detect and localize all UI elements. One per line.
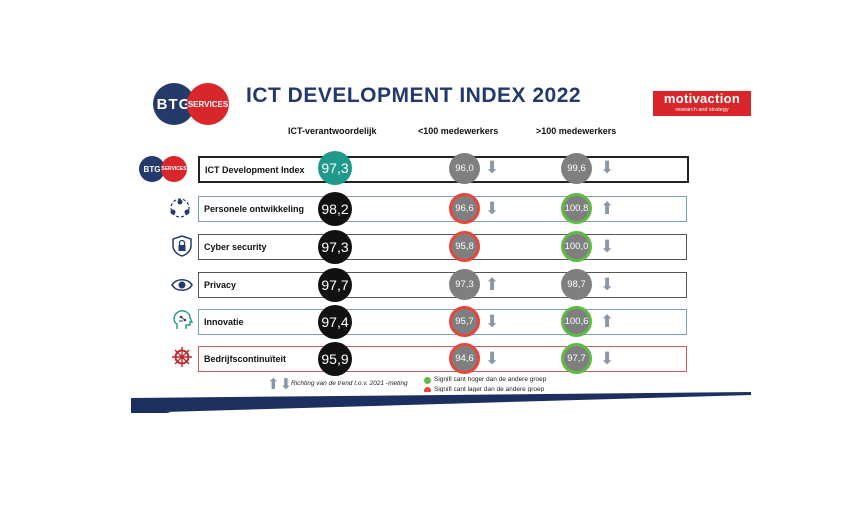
large-company-score: 97,7 xyxy=(561,343,592,374)
legend-higher: Signifi cant hoger dan de andere groep xyxy=(434,376,547,383)
row-label: ICT Development Index xyxy=(205,165,305,175)
main-score: 95,9 xyxy=(318,342,352,376)
row-label: Cyber security xyxy=(204,242,267,252)
large-company-score: 98,7 xyxy=(561,269,592,300)
table-row-ict-development-index: ICT Development Index xyxy=(198,156,689,183)
trend-down-icon: ⬇ xyxy=(600,237,615,256)
table-row-bedrijfscontinuiteit: Bedrijfscontinuïteit xyxy=(198,346,687,372)
table-row-cyber-security: Cyber security xyxy=(198,234,687,260)
eye-icon xyxy=(171,278,193,292)
column-header-large: >100 medewerkers xyxy=(536,126,617,136)
footer-band xyxy=(131,392,751,413)
row-label: Innovatie xyxy=(204,317,244,327)
services-logo-circle: SERVICES xyxy=(187,83,229,125)
legend-lower: Signifi cant lager dan de andere groep xyxy=(434,386,545,393)
main-score: 98,2 xyxy=(318,192,352,226)
trend-up-icon: ⬆ xyxy=(485,275,500,294)
motivaction-logo-text: motivaction xyxy=(663,91,741,106)
row-label: Privacy xyxy=(204,280,237,290)
main-score: 97,7 xyxy=(318,268,352,302)
table-row-innovatie: Innovatie xyxy=(198,309,687,335)
services-small-circle: SERVICES xyxy=(161,156,187,182)
page-title: ICT DEVELOPMENT INDEX 2022 xyxy=(246,84,582,107)
motivaction-logo: motivaction research and strategy xyxy=(653,91,751,116)
small-company-score: 95,7 xyxy=(449,306,480,337)
small-company-score: 97,3 xyxy=(449,269,480,300)
row-label: Personele ontwikkeling xyxy=(204,204,305,214)
legend-lower-dot xyxy=(424,387,431,394)
btg-small-circle: BTG xyxy=(139,156,165,182)
btg-services-logo: BTG SERVICES xyxy=(153,81,243,127)
legend-trend: Richting van de trend t.o.v. 2021 -metin… xyxy=(291,380,408,387)
btg-services-small-logo: BTG SERVICES xyxy=(139,156,195,182)
trend-down-icon: ⬇ xyxy=(485,199,500,218)
shield-lock-icon xyxy=(172,235,192,257)
large-company-score: 100,6 xyxy=(561,306,592,337)
large-company-score: 99,6 xyxy=(561,153,592,184)
small-company-score: 96,0 xyxy=(449,153,480,184)
main-score: 97,3 xyxy=(318,151,352,185)
slide: BTG SERVICES ICT DEVELOPMENT INDEX 2022 … xyxy=(131,74,751,413)
large-company-score: 100,0 xyxy=(561,231,592,262)
trend-legend-icon: ⬆⬇ xyxy=(267,376,293,393)
table-row-privacy: Privacy xyxy=(198,272,687,298)
small-company-score: 96,6 xyxy=(449,193,480,224)
trend-down-icon: ⬇ xyxy=(600,275,615,294)
trend-down-icon: ⬇ xyxy=(485,349,500,368)
people-network-icon xyxy=(170,198,190,218)
main-score: 97,4 xyxy=(318,305,352,339)
trend-up-icon: ⬆ xyxy=(600,312,615,331)
ship-wheel-icon xyxy=(172,347,192,367)
row-label: Bedrijfscontinuïteit xyxy=(204,354,287,364)
column-header-main: ICT-verantwoordelijk xyxy=(288,126,377,136)
main-score: 97,3 xyxy=(318,230,352,264)
head-circuit-icon xyxy=(173,310,193,329)
trend-up-icon: ⬆ xyxy=(600,199,615,218)
legend-higher-dot xyxy=(424,377,431,384)
small-company-score: 94,6 xyxy=(449,343,480,374)
column-header-small: <100 medewerkers xyxy=(418,126,499,136)
trend-down-icon: ⬇ xyxy=(600,158,615,177)
table-row-personele-ontwikkeling: Personele ontwikkeling xyxy=(198,196,687,222)
small-company-score: 95,8 xyxy=(449,231,480,262)
large-company-score: 100,8 xyxy=(561,193,592,224)
trend-down-icon: ⬇ xyxy=(485,158,500,177)
trend-down-icon: ⬇ xyxy=(485,312,500,331)
motivaction-logo-tagline: research and strategy xyxy=(675,107,729,113)
trend-down-icon: ⬇ xyxy=(600,349,615,368)
